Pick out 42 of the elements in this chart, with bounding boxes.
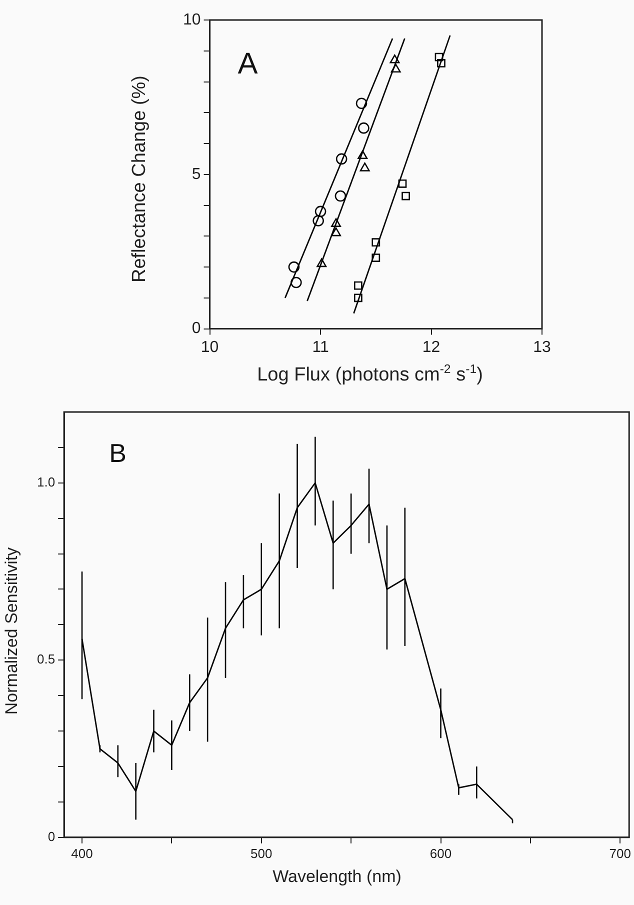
annotation: A	[238, 47, 258, 80]
point	[390, 54, 400, 64]
y-axis-title: Normalized Sensitivity	[2, 546, 22, 716]
x-tick-label: 500	[250, 846, 272, 861]
x-tick-label: 11	[312, 338, 329, 356]
point	[434, 52, 444, 62]
point	[354, 294, 362, 302]
point	[372, 238, 380, 247]
annotation: B	[109, 438, 126, 468]
point	[290, 276, 302, 288]
point	[398, 179, 407, 188]
x-tick-label: 13	[533, 338, 551, 356]
y-axis-title: Reflectance Change (%)	[129, 74, 151, 284]
point	[402, 192, 410, 200]
point	[336, 153, 348, 165]
point	[331, 227, 342, 236]
y-tick-label: 10	[183, 11, 201, 28]
y-tick-label: 0	[192, 320, 201, 338]
point	[360, 162, 370, 172]
y-tick-label: 5	[192, 166, 201, 183]
y-tick-label: 0	[48, 828, 56, 844]
point	[356, 98, 368, 110]
point	[314, 206, 326, 218]
point	[390, 64, 401, 73]
point	[437, 59, 446, 68]
x-axis-title: Log Flux (photons cm$^{-2}$ s$^{-1}$)	[256, 362, 484, 386]
point	[372, 254, 380, 262]
point	[316, 258, 327, 268]
x-tick-label: 700	[609, 846, 632, 861]
x-tick-label: 600	[430, 846, 452, 861]
point	[288, 261, 300, 273]
point	[358, 122, 370, 134]
x-axis-title: Wavelength (nm)	[272, 867, 402, 887]
x-tick-label: 400	[71, 846, 93, 861]
point	[312, 215, 324, 226]
point	[331, 218, 342, 227]
point	[334, 190, 346, 202]
point	[358, 150, 368, 160]
y-tick-label: 1.0	[36, 474, 56, 490]
point	[354, 281, 362, 290]
y-tick-label: 0.5	[36, 652, 56, 667]
x-tick-label: 12	[422, 338, 440, 356]
